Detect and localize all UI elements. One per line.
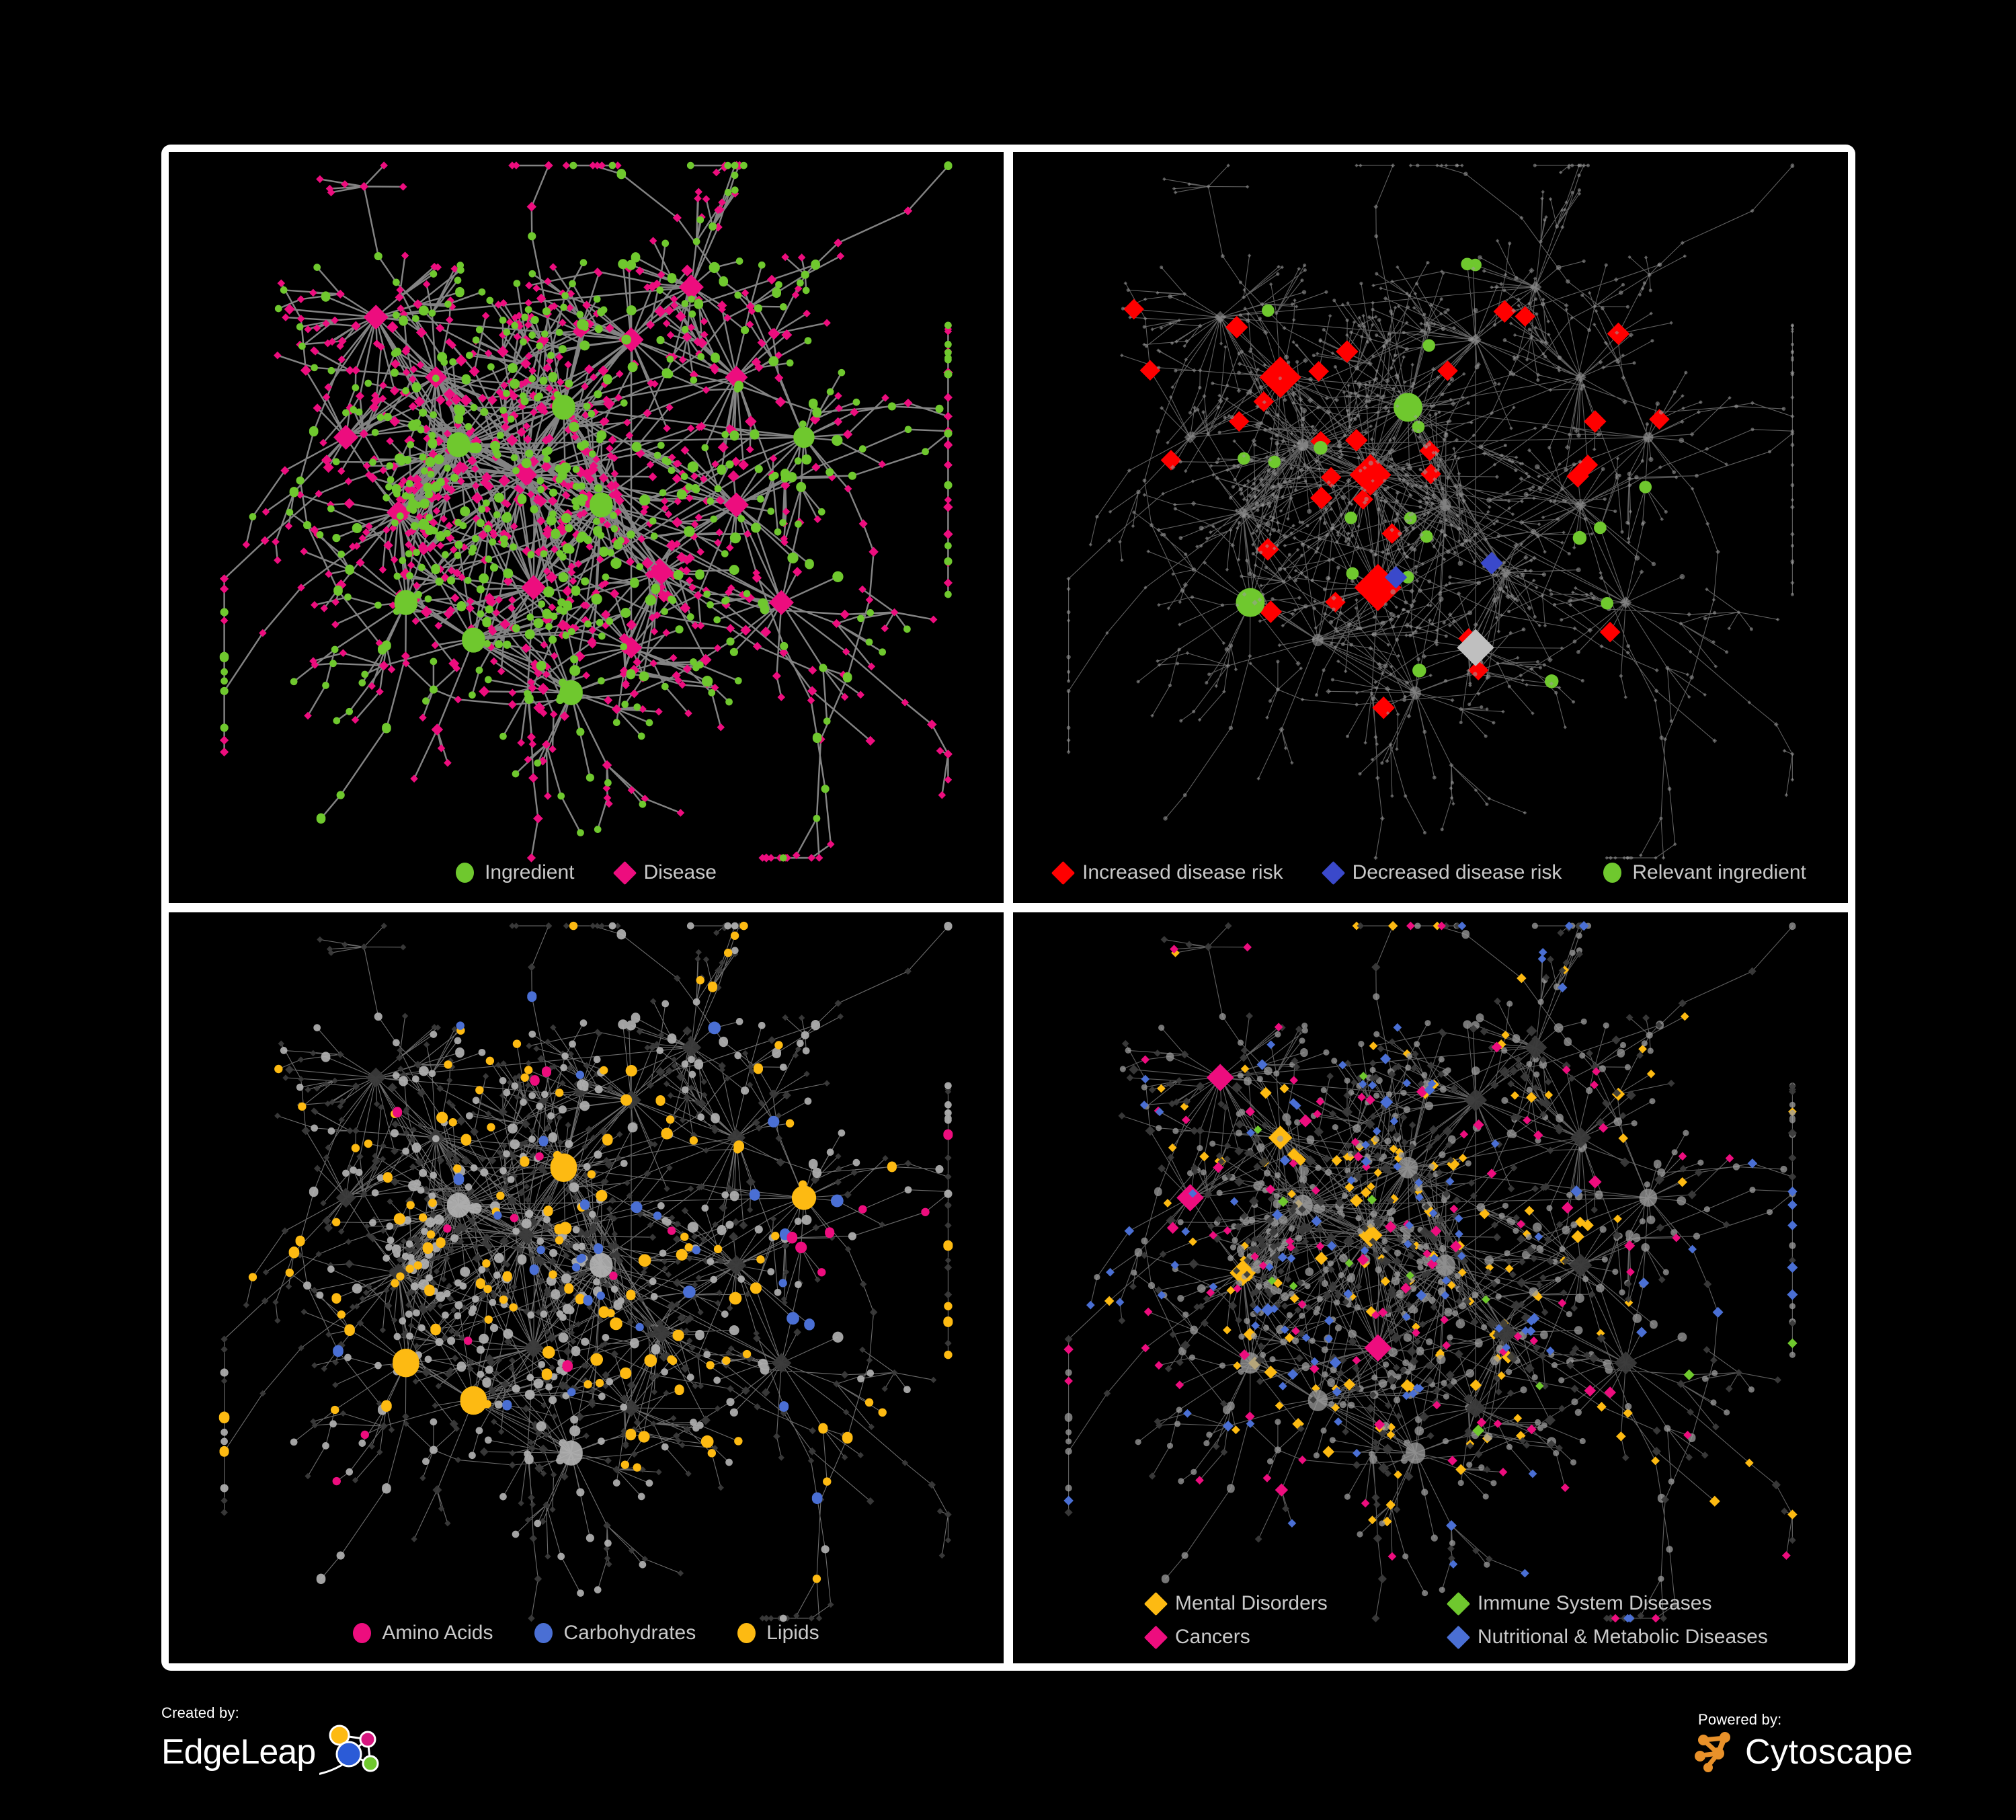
node-diamond-group bbox=[1123, 299, 1670, 719]
network-nodes bbox=[1063, 920, 1798, 1623]
network-canvas-ingredient-disease[interactable] bbox=[169, 152, 1004, 903]
legend-item-disease[interactable]: Disease bbox=[612, 861, 717, 885]
node-diamond-group bbox=[220, 161, 953, 863]
legend-item-immune-system-diseases[interactable]: Immune System Diseases bbox=[1446, 1591, 1711, 1616]
legend-label-relevant-ingredient: Relevant ingredient bbox=[1632, 861, 1806, 883]
legend-label-disease: Disease bbox=[643, 861, 717, 883]
immune-system-diseases-diamond-icon bbox=[1446, 1591, 1471, 1616]
legend-label-increased-risk: Increased disease risk bbox=[1082, 861, 1283, 883]
network-canvas-disease-risk[interactable] bbox=[1013, 152, 1848, 903]
panel-disease-classes[interactable]: Mental Disorders Immune System Diseases … bbox=[1013, 912, 1848, 1663]
mental-disorders-diamond-icon bbox=[1143, 1591, 1168, 1616]
increased-risk-diamond-icon bbox=[1051, 861, 1076, 885]
legend-label-amino-acids: Amino Acids bbox=[382, 1622, 493, 1644]
cytoscape-wordmark: Cytoscape bbox=[1745, 1733, 1914, 1772]
relevant-ingredient-circle-icon bbox=[1603, 863, 1622, 883]
edgeleap-logo-row: EdgeLeap bbox=[161, 1725, 393, 1780]
powered-by-kicker: Powered by: bbox=[1698, 1711, 1782, 1728]
legend-item-ingredient[interactable]: Ingredient bbox=[456, 861, 575, 883]
edgeleap-node-logo-icon bbox=[319, 1725, 379, 1775]
legend-item-increased-risk[interactable]: Increased disease risk bbox=[1051, 861, 1283, 885]
cytoscape-logo-row: Cytoscape bbox=[1694, 1731, 1913, 1773]
legend-item-cancers[interactable]: Cancers bbox=[1143, 1625, 1403, 1649]
cancers-diamond-icon bbox=[1143, 1625, 1168, 1649]
edgeleap-wordmark: EdgeLeap bbox=[161, 1733, 316, 1772]
legend-item-relevant-ingredient[interactable]: Relevant ingredient bbox=[1603, 863, 1806, 883]
network-canvas-nutrient-classes[interactable] bbox=[169, 912, 1004, 1663]
legend-label-decreased-risk: Decreased disease risk bbox=[1352, 861, 1562, 883]
legend-item-lipids[interactable]: Lipids bbox=[737, 1623, 819, 1643]
legend-label-immune-system-diseases: Immune System Diseases bbox=[1478, 1592, 1712, 1614]
decreased-risk-diamond-icon bbox=[1321, 861, 1345, 885]
panel-grid: Ingredient Disease Increased disease ris… bbox=[161, 145, 1855, 1671]
legend-label-ingredient: Ingredient bbox=[485, 861, 575, 883]
legend-item-carbohydrates[interactable]: Carbohydrates bbox=[534, 1623, 696, 1643]
legend-nutrient-classes: Amino Acids Carbohydrates Lipids bbox=[169, 1623, 1004, 1643]
node-circle-group bbox=[332, 1066, 953, 1486]
metabolic-diseases-diamond-icon bbox=[1446, 1625, 1471, 1649]
network-canvas-disease-classes[interactable] bbox=[1013, 912, 1848, 1663]
node-diamond-group bbox=[1384, 551, 1503, 589]
network-edges bbox=[1068, 165, 1793, 859]
legend-label-lipids: Lipids bbox=[766, 1622, 819, 1644]
legend-label-mental-disorders: Mental Disorders bbox=[1175, 1592, 1328, 1614]
network-nodes bbox=[218, 921, 953, 1622]
network-nodes bbox=[219, 161, 953, 863]
panel-ingredient-disease[interactable]: Ingredient Disease bbox=[169, 152, 1004, 903]
legend-disease-risk: Increased disease risk Decreased disease… bbox=[1013, 861, 1848, 885]
legend-item-amino-acids[interactable]: Amino Acids bbox=[353, 1623, 493, 1643]
node-diamond-group bbox=[1064, 922, 1798, 1623]
legend-label-carbohydrates: Carbohydrates bbox=[563, 1622, 696, 1644]
legend-disease-classes: Mental Disorders Immune System Diseases … bbox=[1013, 1591, 1848, 1649]
lipids-circle-icon bbox=[737, 1623, 756, 1643]
amino-acids-circle-icon bbox=[353, 1623, 372, 1643]
created-by-edgeleap[interactable]: Created by: EdgeLeap bbox=[161, 1704, 393, 1780]
legend-item-mental-disorders[interactable]: Mental Disorders bbox=[1143, 1591, 1403, 1616]
ingredient-circle-icon bbox=[456, 863, 475, 883]
legend-item-metabolic-diseases[interactable]: Nutritional & Metabolic Diseases bbox=[1446, 1625, 1768, 1649]
legend-label-metabolic-diseases: Nutritional & Metabolic Diseases bbox=[1478, 1626, 1768, 1648]
panel-disease-risk[interactable]: Increased disease risk Decreased disease… bbox=[1013, 152, 1848, 903]
panel-nutrient-classes[interactable]: Amino Acids Carbohydrates Lipids bbox=[169, 912, 1004, 1663]
legend-ingredient-disease: Ingredient Disease bbox=[169, 861, 1004, 885]
created-by-kicker: Created by: bbox=[161, 1704, 239, 1721]
carbohydrates-circle-icon bbox=[534, 1623, 553, 1643]
disease-diamond-icon bbox=[612, 861, 637, 885]
legend-label-cancers: Cancers bbox=[1175, 1626, 1250, 1648]
cytoscape-node-logo-icon bbox=[1695, 1732, 1730, 1772]
legend-item-decreased-risk[interactable]: Decreased disease risk bbox=[1321, 861, 1562, 885]
powered-by-cytoscape[interactable]: Powered by: Cytoscape bbox=[1694, 1711, 1913, 1773]
